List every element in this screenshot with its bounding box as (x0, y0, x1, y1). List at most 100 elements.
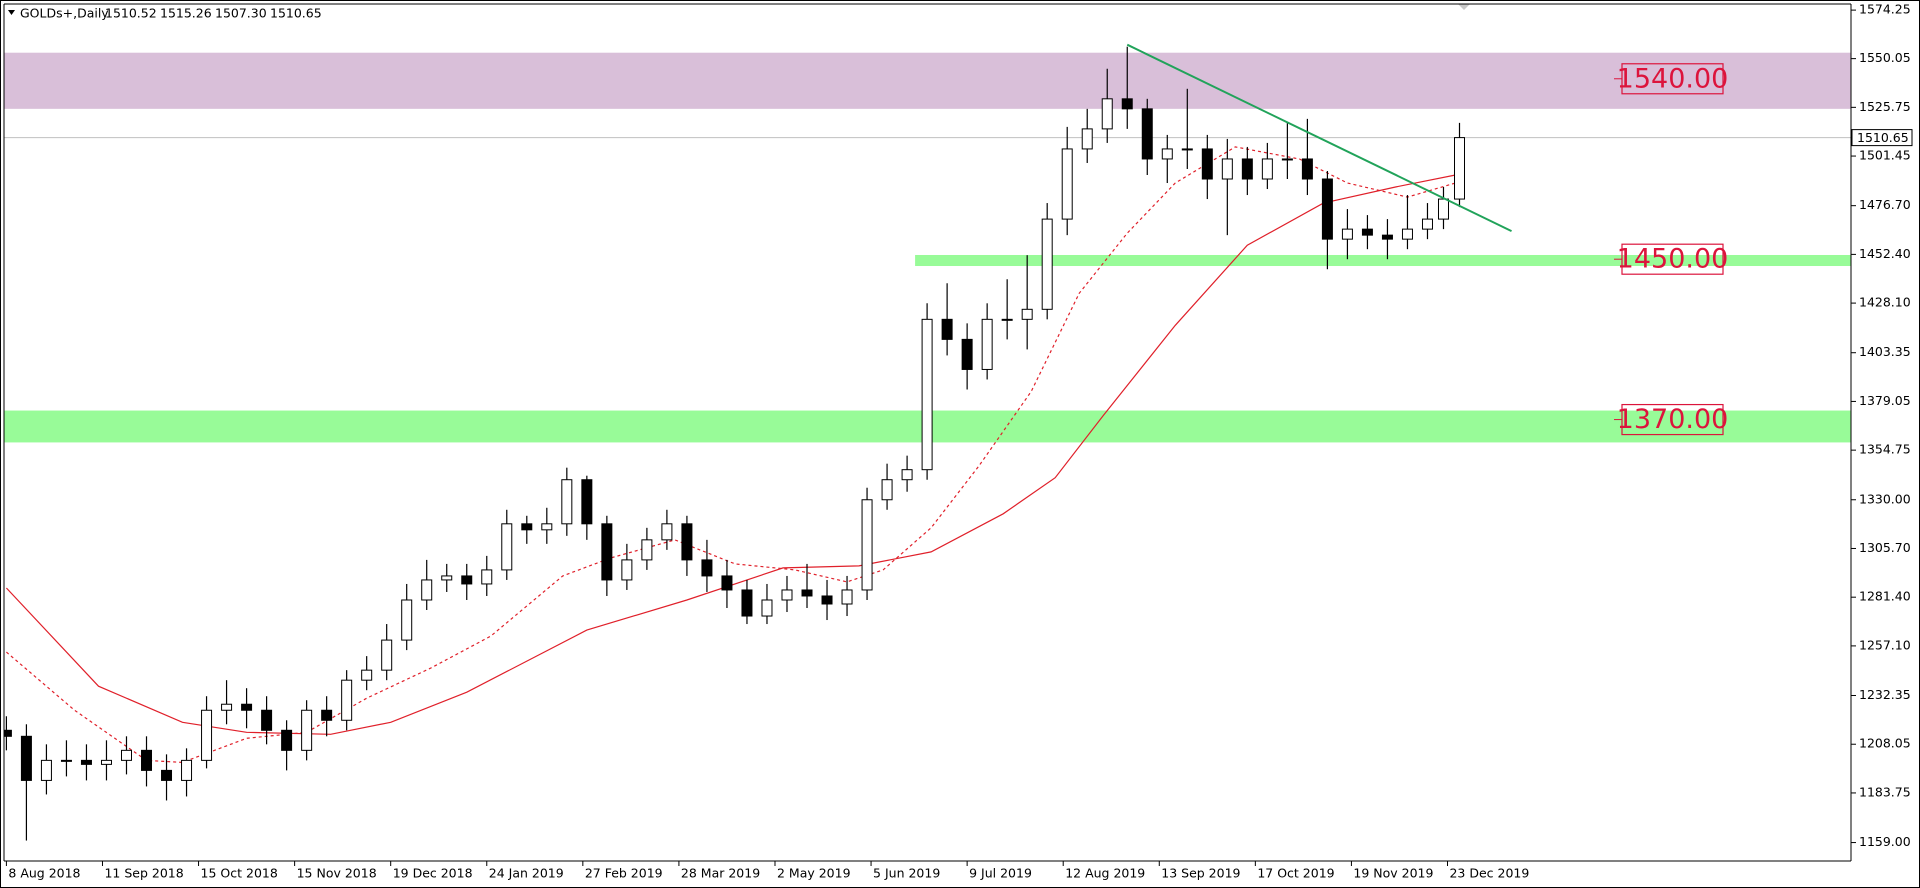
candle-body (1201, 148, 1213, 180)
candle-body (201, 709, 213, 761)
x-tick-label: 28 Mar 2019 (681, 866, 760, 881)
candle-body (181, 759, 193, 781)
y-tick-label: 1281.40 (1859, 589, 1911, 604)
y-tick-label: 1452.40 (1859, 246, 1911, 261)
candle-body (100, 759, 112, 765)
x-tick-label: 8 Aug 2018 (8, 866, 80, 881)
y-tick-label: 1501.45 (1859, 148, 1911, 163)
x-tick-label: 5 Jun 2019 (873, 866, 940, 881)
y-tick-label: 1403.35 (1859, 344, 1911, 359)
candle-body (221, 703, 233, 711)
candle-body (481, 569, 493, 585)
candle-body (741, 589, 753, 617)
zone (915, 254, 1851, 267)
candle-body (721, 575, 733, 591)
candle-body (40, 759, 52, 781)
candle-body (901, 469, 913, 481)
candle-body (581, 479, 593, 525)
shift-marker (1458, 4, 1470, 10)
x-tick-label: 15 Nov 2018 (297, 866, 377, 881)
candle-body (1401, 228, 1413, 240)
ohlc-open: 1510.52 (105, 6, 157, 21)
candle-body (161, 769, 173, 781)
x-tick-label: 23 Dec 2019 (1449, 866, 1529, 881)
candle-body (1141, 108, 1153, 160)
candle-body (421, 579, 433, 601)
candle-body (1081, 128, 1093, 150)
candle-body (1437, 198, 1449, 220)
candle-body (881, 479, 893, 501)
candle-body (141, 749, 153, 771)
candle-body (441, 575, 453, 581)
ohlc-high: 1515.26 (160, 6, 212, 21)
y-tick-label: 1574.25 (1859, 2, 1911, 17)
zone-label-box (1621, 403, 1724, 436)
candle-body (60, 759, 72, 762)
candle-body (641, 539, 653, 561)
x-tick-label: 9 Jul 2019 (969, 866, 1032, 881)
candle-body (1321, 178, 1333, 240)
candle-body (401, 599, 413, 641)
candle-body (1341, 228, 1353, 240)
candle-body (1161, 148, 1173, 160)
candle-body (961, 338, 973, 370)
y-tick-label: 1232.35 (1859, 687, 1911, 702)
candle-body (1454, 137, 1466, 200)
x-tick-label: 24 Jan 2019 (489, 866, 564, 881)
trendline (1126, 43, 1512, 233)
zone-label: 1370.00 (1617, 404, 1729, 435)
candle-body (1241, 158, 1253, 180)
candle-body (321, 709, 333, 721)
x-tick-label: 15 Oct 2018 (201, 866, 278, 881)
candle-body (361, 669, 373, 681)
candle-body (1121, 98, 1133, 110)
candle-body (261, 709, 273, 731)
last-price-label: 1510.65 (1857, 130, 1909, 145)
candle-body (1381, 234, 1393, 240)
y-tick-label: 1525.75 (1859, 99, 1911, 114)
last-price-box (1851, 129, 1913, 147)
candle-body (761, 599, 773, 617)
zone-label-box (1621, 63, 1724, 95)
candle-body (701, 559, 713, 577)
x-tick-label: 27 Feb 2019 (585, 866, 663, 881)
candle-body (501, 523, 513, 571)
zone-label: 1450.00 (1617, 244, 1729, 275)
x-tick-label: 19 Nov 2019 (1353, 866, 1433, 881)
candle-body (341, 679, 353, 721)
candle-body (241, 703, 253, 711)
y-tick-label: 1476.70 (1859, 197, 1911, 212)
candle-body (4, 729, 12, 737)
candle-body (1261, 158, 1273, 180)
x-tick-label: 12 Aug 2019 (1065, 866, 1145, 881)
candle-body (921, 318, 933, 471)
candle-body (541, 523, 553, 531)
y-tick-label: 1550.05 (1859, 50, 1911, 65)
x-tick-label: 19 Dec 2018 (393, 866, 473, 881)
y-tick-label: 1428.10 (1859, 295, 1911, 310)
y-tick-label: 1354.75 (1859, 442, 1911, 457)
y-tick-label: 1330.00 (1859, 491, 1911, 506)
candle-body (80, 759, 92, 765)
candle-body (1281, 158, 1293, 161)
zone-label-box (1621, 243, 1724, 275)
candle-body (461, 575, 473, 585)
candle-body (521, 523, 533, 531)
candle-body (621, 559, 633, 581)
x-tick-label: 2 May 2019 (777, 866, 851, 881)
y-tick-label: 1159.00 (1859, 834, 1911, 849)
candle-body (1221, 158, 1233, 180)
candle-body (1041, 218, 1053, 310)
candle-body (281, 729, 293, 751)
menu-arrow[interactable] (8, 10, 15, 15)
ohlc-close: 1510.65 (270, 6, 322, 21)
candle-body (1021, 308, 1033, 320)
y-tick-label: 1183.75 (1859, 784, 1911, 799)
x-tick-label: 17 Oct 2019 (1257, 866, 1334, 881)
candle-body (20, 735, 32, 781)
candle-body (981, 318, 993, 370)
plot-area (4, 43, 1851, 841)
x-tick-label: 11 Sep 2018 (104, 866, 183, 881)
